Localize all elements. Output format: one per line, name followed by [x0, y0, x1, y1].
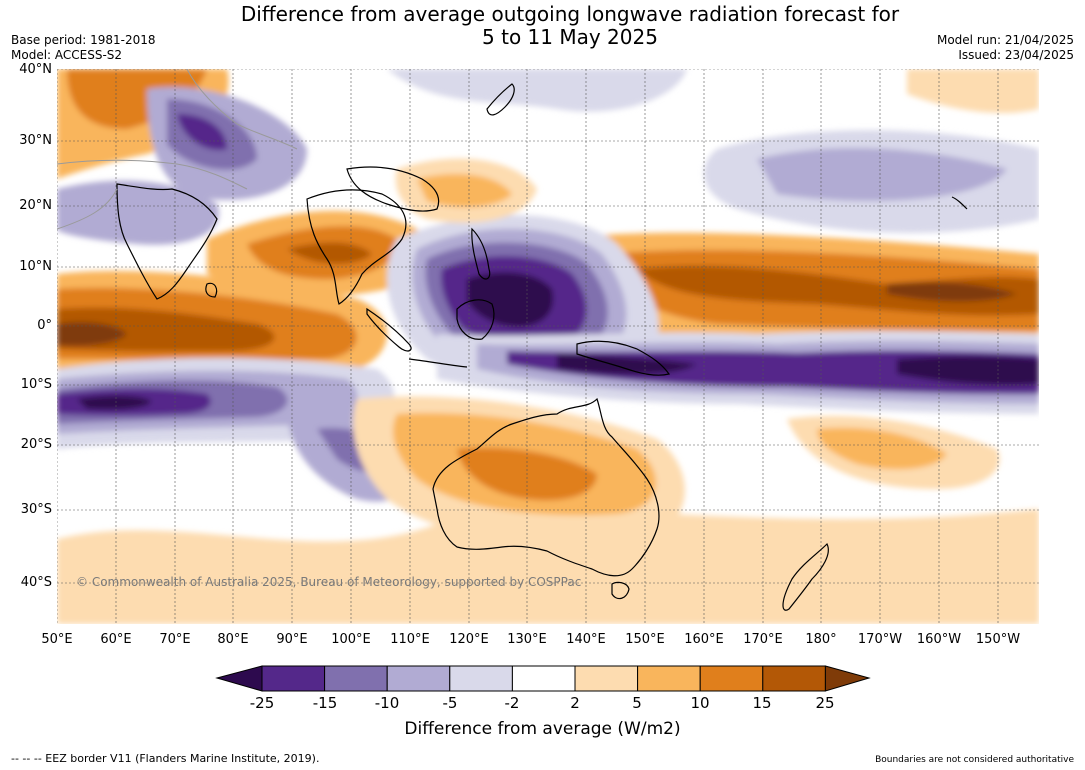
colorbar-segment-9 [762, 665, 826, 692]
lat-label-10n: 10°N [19, 259, 52, 274]
java-coast [408, 358, 468, 368]
lon-label-160e: 160°E [684, 632, 724, 647]
boundaries-disclaimer: Boundaries are not considered authoritat… [875, 755, 1074, 765]
tasmania-coast [611, 581, 630, 600]
colorbar-title: Difference from average (W/m2) [404, 719, 681, 739]
india-coast [116, 183, 218, 300]
lon-label-100e: 100°E [331, 632, 371, 647]
anomaly-map [57, 69, 1039, 624]
lon-label-150e: 150°E [625, 632, 665, 647]
hawaii-coast [951, 196, 968, 210]
colorbar-tick-6: 2 [570, 694, 580, 712]
colorbar-tick-2: -15 [312, 694, 338, 712]
colorbar [215, 665, 871, 692]
lon-label-140e: 140°E [566, 632, 606, 647]
lat-label-10s: 10°S [20, 377, 52, 392]
new-guinea-coast [576, 340, 670, 376]
title-line-1: Difference from average outgoing longwav… [240, 2, 900, 26]
colorbar-tick-10: 25 [815, 694, 835, 712]
map-title: Difference from average outgoing longwav… [200, 3, 940, 49]
colorbar-segment-1 [261, 665, 326, 692]
sumatra-coast [366, 307, 412, 352]
borneo-coast [456, 299, 495, 340]
colorbar-tick-3: -10 [374, 694, 400, 712]
base-period: Base period: 1981-2018 [11, 33, 156, 47]
lon-label-170e: 170°E [743, 632, 783, 647]
colorbar-tick-8: 10 [690, 694, 710, 712]
colorbar-segment-7 [637, 665, 701, 692]
graticule [57, 69, 1039, 624]
lon-label-90e: 90°E [276, 632, 308, 647]
left-triangle-icon [215, 665, 263, 692]
meta-left: Base period: 1981-2018 Model: ACCESS-S2 [11, 33, 156, 63]
model-run: Model run: 21/04/2025 [936, 33, 1074, 47]
colorbar-segment-5 [511, 665, 576, 692]
colorbar-segment-4 [449, 665, 513, 692]
lat-label-30s: 30°S [20, 502, 52, 517]
colorbar-tick-4: -5 [442, 694, 458, 712]
lon-label-110e: 110°E [390, 632, 430, 647]
lon-label-70e: 70°E [159, 632, 191, 647]
lon-label-170w: 170°W [857, 632, 903, 647]
lon-label-80e: 80°E [217, 632, 249, 647]
lat-label-equator: 0° [37, 318, 52, 333]
colorbar-tick-5: -2 [504, 694, 520, 712]
lon-label-50e: 50°E [41, 632, 73, 647]
australia-coast [432, 397, 660, 577]
colorbar-tick-9: 15 [752, 694, 772, 712]
meta-right: Model run: 21/04/2025 Issued: 23/04/2025 [937, 33, 1074, 63]
title-line-2: 5 to 11 May 2025 [482, 25, 658, 49]
lon-label-150w: 150°W [975, 632, 1021, 647]
eez-border-note: -- -- -- EEZ border V11 (Flanders Marine… [11, 752, 320, 765]
model-name: Model: ACCESS-S2 [11, 48, 123, 62]
issued-date: Issued: 23/04/2025 [958, 48, 1074, 62]
colorbar-segment-6 [574, 665, 639, 692]
colorbar-tick-1: -25 [249, 694, 275, 712]
lon-label-130e: 130°E [507, 632, 547, 647]
colorbar-tick-7: 5 [632, 694, 642, 712]
colorbar-segment-2 [324, 665, 388, 692]
lat-label-30n: 30°N [19, 133, 52, 148]
lon-label-160w: 160°W [916, 632, 962, 647]
colorbar-segment-3 [386, 665, 451, 692]
country-borders [57, 69, 298, 230]
lat-label-40n: 40°N [19, 62, 52, 77]
lat-label-20n: 20°N [19, 198, 52, 213]
lon-label-180: 180° [805, 632, 837, 647]
lon-label-60e: 60°E [100, 632, 132, 647]
colorbar-segment-8 [699, 665, 764, 692]
new-zealand-coast [782, 542, 829, 611]
philippines-coast [471, 227, 491, 280]
china-coast [346, 166, 440, 212]
lon-label-120e: 120°E [449, 632, 489, 647]
sri-lanka-coast [205, 282, 218, 298]
indochina-coast [306, 189, 407, 305]
copyright-notice: © Commonwealth of Australia 2025, Bureau… [76, 575, 582, 589]
japan-coast [486, 83, 515, 116]
lat-label-20s: 20°S [20, 437, 52, 452]
anomaly-field [57, 69, 1039, 624]
coastlines [116, 83, 968, 611]
right-triangle-icon [824, 665, 871, 692]
lat-label-40s: 40°S [20, 575, 52, 590]
